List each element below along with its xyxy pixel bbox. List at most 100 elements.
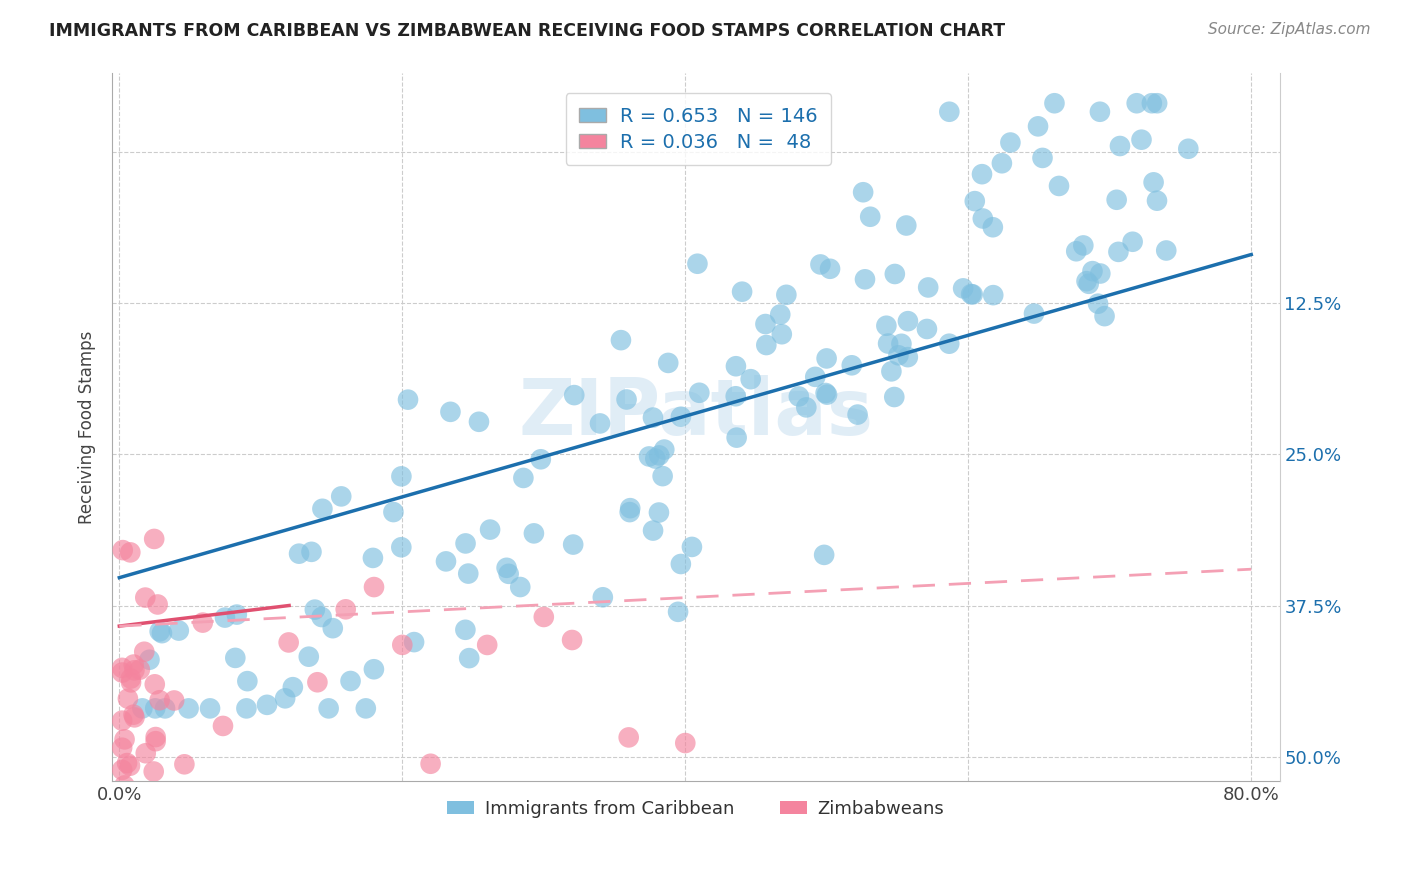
Point — [648, 449, 671, 463]
Point — [813, 548, 835, 562]
Point — [145, 734, 167, 748]
Point — [143, 677, 166, 691]
Point — [128, 663, 150, 677]
Point — [339, 673, 361, 688]
Point — [120, 672, 142, 686]
Point — [644, 451, 666, 466]
Point — [1022, 307, 1045, 321]
Point — [853, 272, 876, 286]
Point — [495, 561, 517, 575]
Point — [897, 314, 920, 328]
Point — [562, 538, 585, 552]
Point — [1146, 194, 1168, 208]
Point — [859, 210, 882, 224]
Point — [619, 501, 641, 516]
Point — [391, 638, 413, 652]
Point — [117, 691, 139, 706]
Point — [120, 675, 142, 690]
Point — [117, 784, 139, 798]
Point — [1109, 139, 1132, 153]
Point — [533, 610, 555, 624]
Point — [1125, 96, 1147, 111]
Point — [1177, 142, 1199, 156]
Point — [1064, 244, 1087, 259]
Point — [616, 392, 638, 407]
Point — [142, 764, 165, 779]
Point — [198, 701, 221, 715]
Point — [846, 408, 869, 422]
Point — [118, 758, 141, 772]
Point — [277, 635, 299, 649]
Point — [354, 701, 377, 715]
Point — [173, 757, 195, 772]
Point — [214, 610, 236, 624]
Point — [298, 649, 321, 664]
Point — [288, 547, 311, 561]
Point — [887, 348, 910, 362]
Point — [135, 746, 157, 760]
Point — [1031, 151, 1053, 165]
Point — [468, 415, 491, 429]
Point — [145, 730, 167, 744]
Point — [938, 104, 960, 119]
Point — [883, 267, 905, 281]
Point — [274, 691, 297, 706]
Point — [1077, 277, 1099, 291]
Point — [1146, 96, 1168, 111]
Point — [610, 333, 633, 347]
Point — [1094, 309, 1116, 323]
Point — [396, 392, 419, 407]
Point — [212, 719, 235, 733]
Point — [815, 351, 838, 366]
Point — [669, 409, 692, 424]
Point — [124, 710, 146, 724]
Point — [138, 653, 160, 667]
Point — [917, 280, 939, 294]
Point — [131, 701, 153, 715]
Point — [523, 526, 546, 541]
Point — [111, 661, 134, 675]
Point — [236, 674, 259, 689]
Point — [1105, 193, 1128, 207]
Point — [149, 693, 172, 707]
Point — [814, 386, 837, 401]
Point — [970, 167, 993, 181]
Point — [134, 591, 156, 605]
Point — [311, 501, 333, 516]
Point — [389, 469, 412, 483]
Point — [1076, 274, 1098, 288]
Point — [224, 651, 246, 665]
Point — [1073, 238, 1095, 252]
Point — [875, 318, 897, 333]
Point — [981, 220, 1004, 235]
Point — [952, 281, 974, 295]
Point — [457, 566, 479, 581]
Point — [153, 701, 176, 715]
Point — [281, 680, 304, 694]
Point — [592, 591, 614, 605]
Point — [111, 665, 134, 680]
Point — [972, 211, 994, 226]
Point — [1140, 96, 1163, 111]
Point — [235, 701, 257, 715]
Point — [890, 336, 912, 351]
Point — [883, 390, 905, 404]
Point — [641, 524, 664, 538]
Point — [617, 731, 640, 745]
Point — [143, 701, 166, 715]
Point — [111, 714, 134, 728]
Point — [724, 389, 747, 403]
Point — [304, 602, 326, 616]
Text: ZIPatlas: ZIPatlas — [519, 375, 873, 450]
Point — [562, 388, 585, 402]
Point — [163, 693, 186, 707]
Point — [1142, 175, 1164, 189]
Point — [115, 756, 138, 770]
Point — [561, 632, 583, 647]
Point — [114, 732, 136, 747]
Point — [1090, 267, 1112, 281]
Point — [686, 257, 709, 271]
Point — [688, 385, 710, 400]
Point — [673, 736, 696, 750]
Point — [991, 156, 1014, 170]
